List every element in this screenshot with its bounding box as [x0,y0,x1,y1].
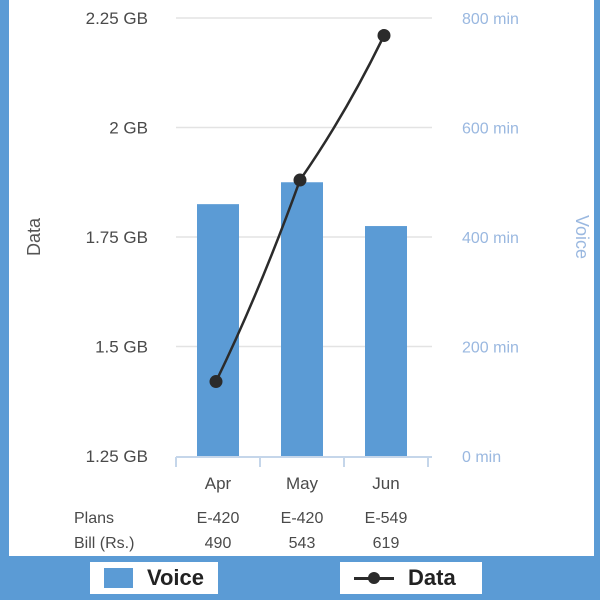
data-point [377,29,391,43]
x-tick-label: May [286,474,319,493]
x-tick-label: Jun [372,474,399,493]
y-right-tick-label: 800 min [462,11,519,28]
table-cell: 543 [289,535,316,552]
x-tick-label: Apr [205,474,232,493]
legend-item-data[interactable]: Data [340,562,482,594]
data-line-swatch [354,568,394,588]
table-cell: E-549 [365,510,408,527]
y-left-tick-label: 1.75 GB [86,228,148,247]
frame-left-strip [0,0,9,600]
frame-right-strip [594,0,600,600]
table-row-label: Plans [74,510,114,527]
table-cell: E-420 [197,510,240,527]
table-cell: 490 [205,535,232,552]
legend-voice-label: Voice [146,565,204,590]
table-cell: E-420 [281,510,324,527]
y-right-axis-title: Voice [572,215,592,259]
bar-voice [365,226,407,456]
bar-voice [197,204,239,456]
table-cell: 619 [373,535,400,552]
y-left-tick-label: 1.25 GB [86,447,148,466]
y-left-tick-label: 1.5 GB [95,338,148,357]
y-right-tick-label: 600 min [462,121,519,138]
legend-item-voice[interactable]: Voice [90,562,218,594]
data-point [209,375,223,389]
y-left-tick-label: 2.25 GB [86,9,148,28]
bar-voice [281,182,323,456]
table-row-label: Bill (Rs.) [74,535,134,552]
combo-chart: 1.25 GB 1.5 GB 1.75 GB 2 GB 2.25 GB 0 min 200 … [24,9,592,552]
y-right-tick-label: 400 min [462,230,519,247]
voice-swatch [104,568,133,588]
y-left-axis-title: Data [24,217,44,256]
legend-data-label: Data [408,565,456,590]
data-point [293,173,307,187]
y-right-tick-label: 200 min [462,340,519,357]
y-right-tick-label: 0 min [462,449,501,466]
y-left-tick-label: 2 GB [109,119,148,138]
